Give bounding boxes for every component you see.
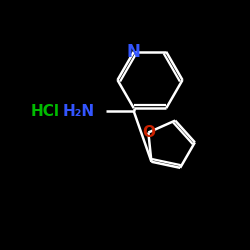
Text: H₂N: H₂N: [63, 104, 95, 119]
Text: N: N: [127, 43, 141, 61]
Text: HCl: HCl: [30, 104, 60, 119]
Text: O: O: [142, 125, 155, 140]
